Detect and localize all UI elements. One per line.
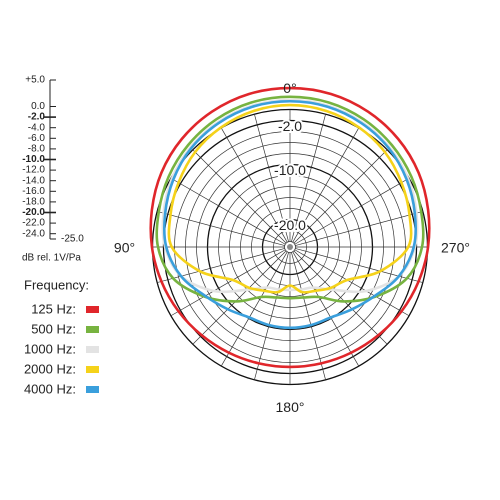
- scale-label: -8.0: [28, 144, 46, 155]
- scale-label: -20.0: [22, 207, 45, 218]
- scale-label: -25.0: [61, 234, 84, 245]
- legend-title: Frequency:: [24, 277, 89, 292]
- response-curve: [161, 98, 419, 294]
- scale-label: -18.0: [22, 197, 45, 208]
- scale-label: -6.0: [28, 133, 46, 144]
- grid-spoke: [254, 114, 289, 242]
- legend-swatch: [86, 386, 99, 393]
- scale-label: -24.0: [22, 228, 45, 239]
- scale-label: -16.0: [22, 186, 45, 197]
- grid-spoke: [192, 250, 287, 345]
- grid-spoke: [291, 252, 326, 380]
- response-curve: [167, 103, 413, 294]
- r-tick-label: -10.0: [274, 162, 306, 178]
- response-curve: [149, 86, 431, 369]
- grid-spoke: [291, 114, 326, 242]
- response-curve: [155, 95, 425, 303]
- grid-spoke: [294, 249, 410, 317]
- grid-spoke: [157, 248, 285, 283]
- grid-spoke: [170, 249, 286, 317]
- r-tick-label: -20.0: [274, 217, 306, 233]
- legend-label: 4000 Hz:: [24, 381, 76, 396]
- grid-spoke: [294, 177, 410, 245]
- angle-label: 180°: [276, 399, 305, 415]
- grid-spoke: [170, 177, 286, 245]
- grid-spoke: [295, 248, 423, 283]
- legend-label: 2000 Hz:: [24, 361, 76, 376]
- legend-swatch: [86, 366, 99, 373]
- scale-label: -2.0: [28, 112, 46, 123]
- scale-label: 0.0: [31, 101, 45, 112]
- grid-spoke: [157, 211, 285, 246]
- grid-spoke: [220, 251, 288, 367]
- r-tick-label: -2.0: [278, 118, 302, 134]
- grid-spoke: [254, 252, 289, 380]
- scale-label: -14.0: [22, 175, 45, 186]
- legend-swatch: [86, 326, 99, 333]
- legend-label: 1000 Hz:: [24, 341, 76, 356]
- grid-spoke: [293, 250, 388, 345]
- grid-spoke: [295, 211, 423, 246]
- scale-label: +5.0: [25, 75, 45, 86]
- legend-label: 125 Hz:: [31, 301, 76, 316]
- legend-label: 500 Hz:: [31, 321, 76, 336]
- angle-label: 0°: [283, 80, 296, 96]
- grid-spoke: [292, 127, 360, 243]
- grid-spoke: [192, 149, 287, 244]
- grid-spoke: [220, 127, 288, 243]
- scale-label: -22.0: [22, 218, 45, 229]
- scale-label: -4.0: [28, 122, 46, 133]
- grid-spoke: [292, 251, 360, 367]
- legend-swatch: [86, 346, 99, 353]
- response-curve: [162, 99, 418, 330]
- scale-label: -10.0: [22, 154, 45, 165]
- scale-label: -12.0: [22, 165, 45, 176]
- center-dot: [287, 244, 293, 250]
- grid-spoke: [293, 149, 388, 244]
- angle-label: 90°: [114, 240, 135, 256]
- angle-label: 270°: [441, 240, 470, 256]
- scale-unit: dB rel. 1V/Pa: [22, 253, 81, 264]
- legend-swatch: [86, 306, 99, 313]
